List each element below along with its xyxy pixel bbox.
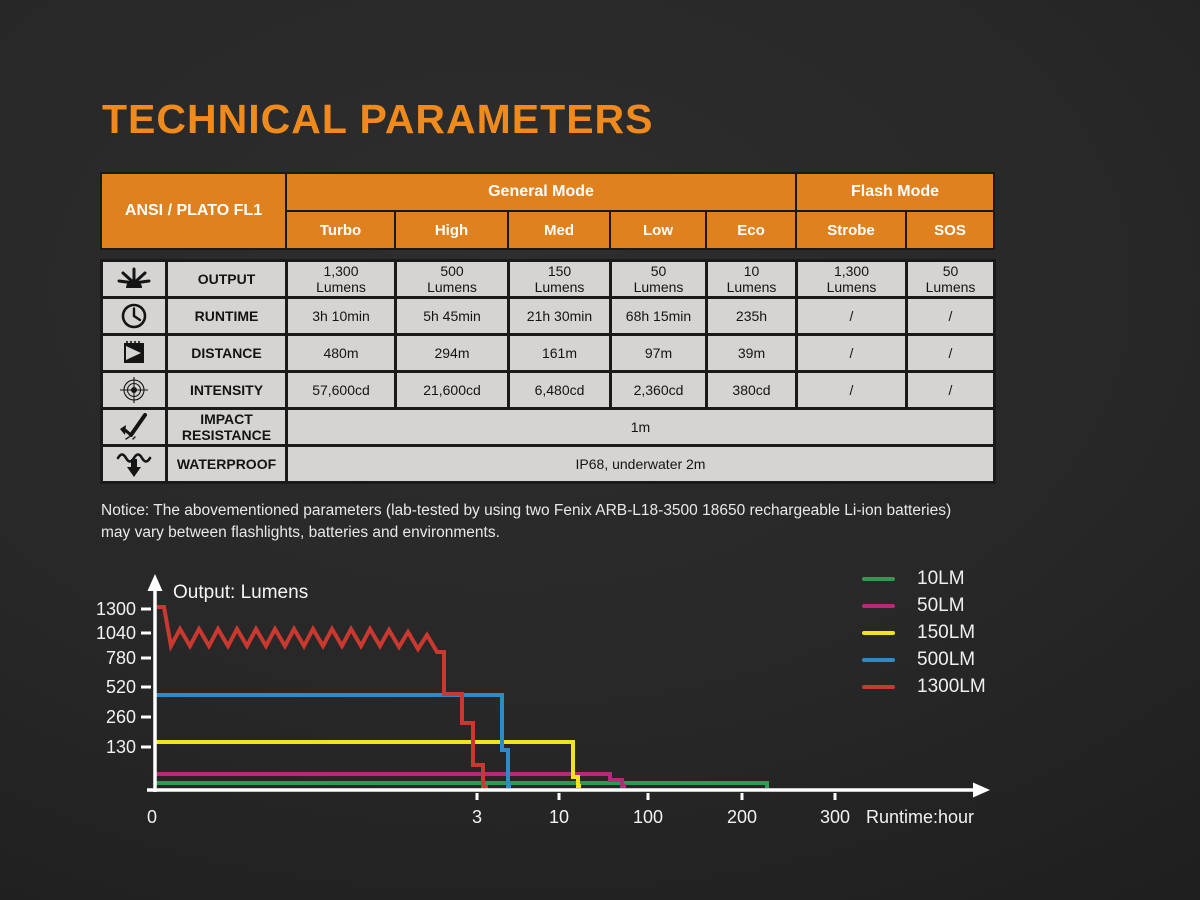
svg-text:200: 200 bbox=[727, 807, 757, 827]
legend-swatch-50lm bbox=[862, 604, 895, 608]
mode-header-low: Low bbox=[609, 210, 707, 250]
legend-swatch-1300lm bbox=[862, 685, 895, 689]
spec-cell: 21h 30min bbox=[507, 296, 612, 336]
notice-line-2: may vary between flashlights, batteries … bbox=[101, 524, 500, 541]
spec-cell: 57,600cd bbox=[285, 370, 397, 410]
notice-text: Notice: The abovementioned parameters (l… bbox=[101, 500, 1001, 544]
legend-item-1300lm: 1300LM bbox=[862, 676, 986, 697]
svg-text:100: 100 bbox=[633, 807, 663, 827]
runtime-clock-icon bbox=[100, 296, 168, 336]
spec-row-output: OUTPUT 1,300 Lumens 500 Lumens 150 Lumens 5… bbox=[100, 259, 996, 299]
legend-item-10lm: 10LM bbox=[862, 568, 986, 589]
waterproof-icon bbox=[100, 444, 168, 484]
spec-cell-waterproof-value: IP68, underwater 2m bbox=[285, 444, 996, 484]
spec-cell: 50 Lumens bbox=[609, 259, 708, 299]
legend-item-150lm: 150LM bbox=[862, 622, 986, 643]
legend-label: 50LM bbox=[917, 595, 965, 616]
spec-label-output: OUTPUT bbox=[165, 259, 288, 299]
spec-cell: 97m bbox=[609, 333, 708, 373]
spec-cell: 5h 45min bbox=[394, 296, 510, 336]
spec-label-waterproof: WATERPROOF bbox=[165, 444, 288, 484]
svg-text:300: 300 bbox=[820, 807, 850, 827]
spec-cell: 3h 10min bbox=[285, 296, 397, 336]
chart-legend: 10LM 50LM 150LM 500LM 1300LM bbox=[862, 568, 986, 697]
spec-cell: 2,360cd bbox=[609, 370, 708, 410]
spec-label-intensity: INTENSITY bbox=[165, 370, 288, 410]
legend-label: 10LM bbox=[917, 568, 965, 589]
spec-cell: / bbox=[905, 370, 996, 410]
distance-beam-icon bbox=[100, 333, 168, 373]
spec-table-body: OUTPUT 1,300 Lumens 500 Lumens 150 Lumens 5… bbox=[100, 259, 996, 484]
legend-label: 1300LM bbox=[917, 676, 986, 697]
spec-cell: 480m bbox=[285, 333, 397, 373]
flash-mode-header: Flash Mode bbox=[794, 172, 996, 212]
svg-text:1040: 1040 bbox=[96, 623, 136, 643]
spec-cell: 68h 15min bbox=[609, 296, 708, 336]
svg-text:0: 0 bbox=[147, 807, 157, 827]
mode-header-sos: SOS bbox=[904, 210, 996, 250]
mode-header-med: Med bbox=[507, 210, 611, 250]
mode-header-high: High bbox=[394, 210, 509, 250]
brightness-burst-icon bbox=[100, 259, 168, 299]
spec-row-waterproof: WATERPROOF IP68, underwater 2m bbox=[100, 444, 996, 484]
legend-swatch-500lm bbox=[862, 658, 895, 662]
spec-label-runtime: RUNTIME bbox=[165, 296, 288, 336]
intensity-target-icon bbox=[100, 370, 168, 410]
notice-line-1: Notice: The abovementioned parameters (l… bbox=[101, 502, 952, 519]
spec-cell: 1,300 Lumens bbox=[285, 259, 397, 299]
standard-label: ANSI / PLATO FL1 bbox=[100, 172, 287, 250]
spec-cell: 380cd bbox=[705, 370, 798, 410]
spec-cell: / bbox=[905, 296, 996, 336]
legend-item-50lm: 50LM bbox=[862, 595, 986, 616]
spec-cell: 39m bbox=[705, 333, 798, 373]
spec-cell: 6,480cd bbox=[507, 370, 612, 410]
spec-cell: / bbox=[795, 296, 908, 336]
spec-cell: 294m bbox=[394, 333, 510, 373]
svg-text:260: 260 bbox=[106, 707, 136, 727]
mode-header-strobe: Strobe bbox=[795, 210, 907, 250]
mode-header-eco: Eco bbox=[705, 210, 797, 250]
spec-table-header: ANSI / PLATO FL1 General Mode Flash Mode… bbox=[100, 172, 996, 250]
spec-cell: 150 Lumens bbox=[507, 259, 612, 299]
legend-label: 150LM bbox=[917, 622, 976, 643]
svg-text:520: 520 bbox=[106, 677, 136, 697]
spec-row-intensity: INTENSITY 57,600cd 21,600cd 6,480cd 2,36… bbox=[100, 370, 996, 410]
spec-cell: 50 Lumens bbox=[905, 259, 996, 299]
spec-cell: 21,600cd bbox=[394, 370, 510, 410]
svg-text:10: 10 bbox=[549, 807, 569, 827]
spec-row-distance: DISTANCE 480m 294m 161m 97m 39m / / bbox=[100, 333, 996, 373]
legend-swatch-150lm bbox=[862, 631, 895, 635]
spec-row-runtime: RUNTIME 3h 10min 5h 45min 21h 30min 68h … bbox=[100, 296, 996, 336]
spec-cell: / bbox=[795, 370, 908, 410]
legend-swatch-10lm bbox=[862, 577, 895, 581]
spec-cell-impact-value: 1m bbox=[285, 407, 996, 447]
general-mode-header: General Mode bbox=[285, 172, 797, 212]
spec-label-impact-resistance: IMPACT RESISTANCE bbox=[165, 407, 288, 447]
legend-label: 500LM bbox=[917, 649, 976, 670]
page-title: TECHNICAL PARAMETERS bbox=[102, 96, 654, 142]
spec-cell: / bbox=[795, 333, 908, 373]
impact-resistance-icon bbox=[100, 407, 168, 447]
spec-row-impact-resistance: IMPACT RESISTANCE 1m bbox=[100, 407, 996, 447]
svg-text:130: 130 bbox=[106, 737, 136, 757]
spec-cell: 10 Lumens bbox=[705, 259, 798, 299]
legend-item-500lm: 500LM bbox=[862, 649, 986, 670]
spec-label-distance: DISTANCE bbox=[165, 333, 288, 373]
spec-cell: / bbox=[905, 333, 996, 373]
spec-cell: 500 Lumens bbox=[394, 259, 510, 299]
svg-text:1300: 1300 bbox=[96, 599, 136, 619]
chart-title: Output: Lumens bbox=[173, 582, 309, 603]
spec-cell: 1,300 Lumens bbox=[795, 259, 908, 299]
svg-text:780: 780 bbox=[106, 648, 136, 668]
spec-cell: 161m bbox=[507, 333, 612, 373]
svg-text:3: 3 bbox=[472, 807, 482, 827]
spec-cell: 235h bbox=[705, 296, 798, 336]
svg-text:Runtime:hour: Runtime:hour bbox=[866, 807, 974, 827]
spec-table: ANSI / PLATO FL1 General Mode Flash Mode… bbox=[100, 172, 996, 484]
mode-header-turbo: Turbo bbox=[285, 210, 396, 250]
